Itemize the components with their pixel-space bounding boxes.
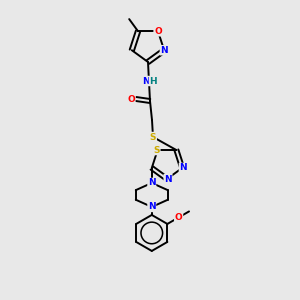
Text: N: N [148, 202, 156, 211]
Text: O: O [175, 213, 182, 222]
Text: N: N [164, 175, 172, 184]
Text: O: O [154, 27, 162, 36]
Text: O: O [127, 94, 135, 103]
Text: H: H [149, 76, 157, 85]
Text: N: N [160, 46, 168, 55]
Text: N: N [142, 76, 150, 85]
Text: N: N [148, 178, 156, 188]
Text: N: N [179, 164, 187, 172]
Text: S: S [153, 146, 160, 154]
Text: S: S [150, 133, 156, 142]
